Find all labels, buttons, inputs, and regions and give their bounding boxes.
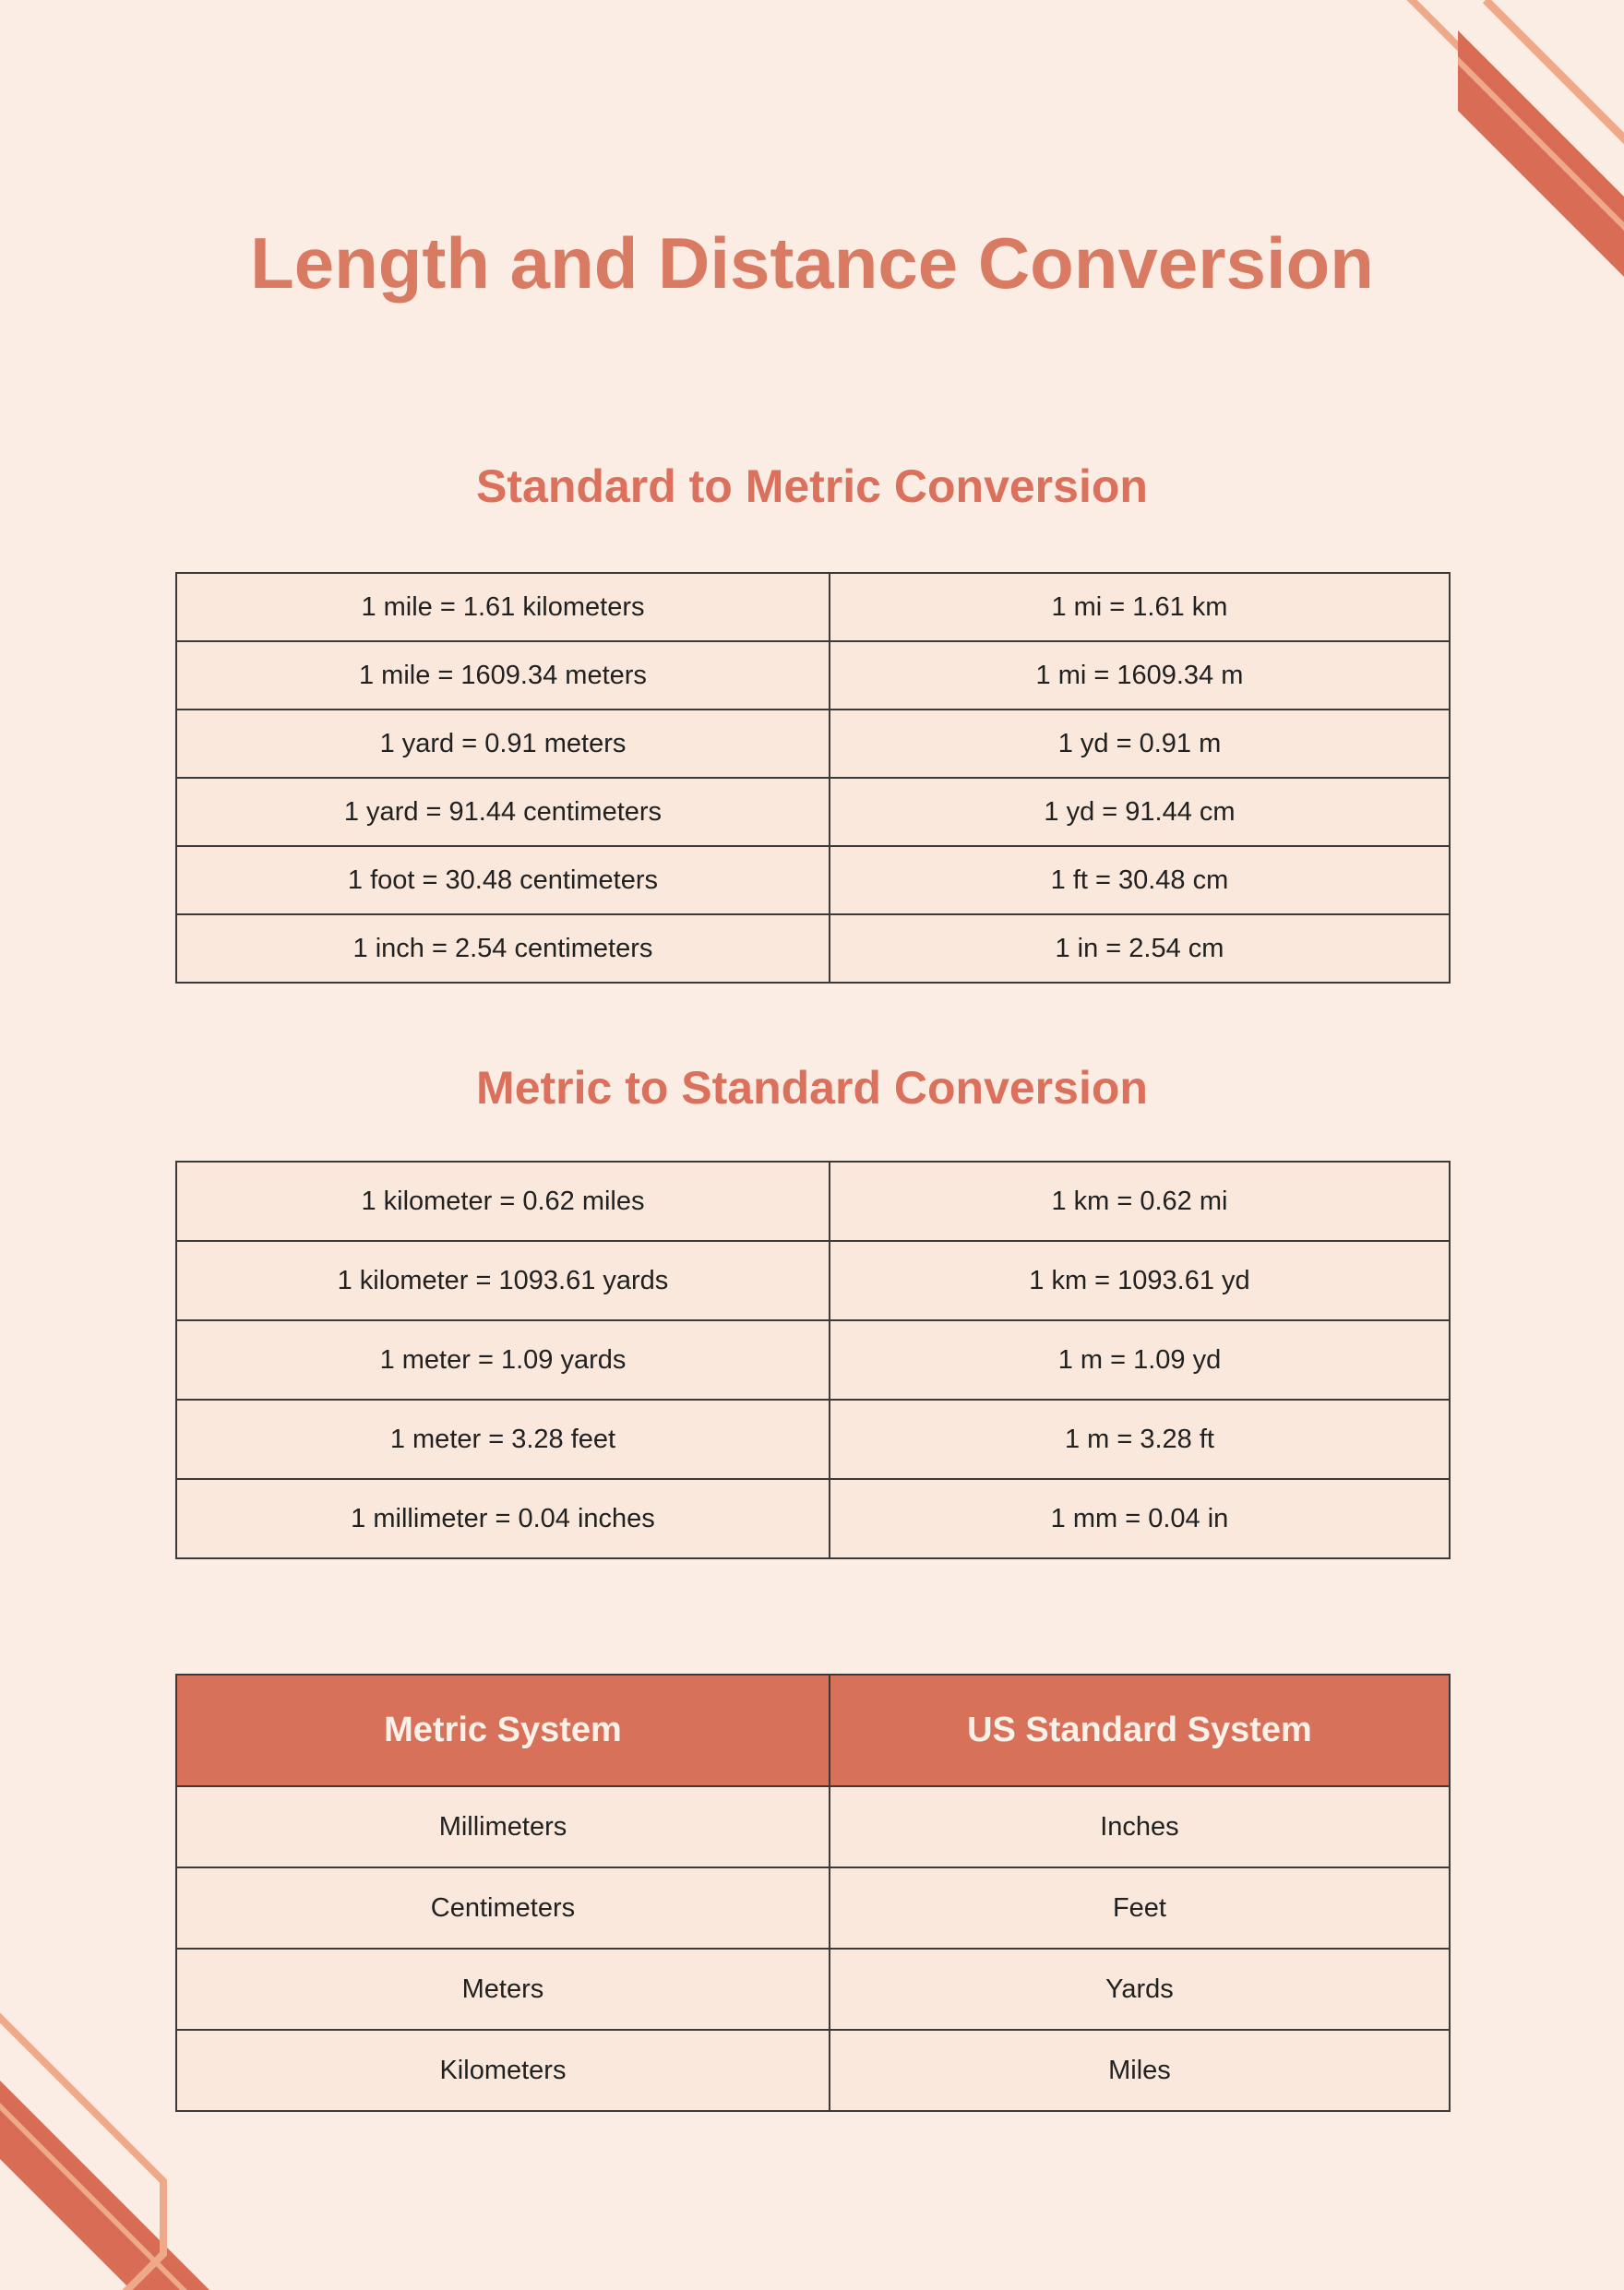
table-row: 1 millimeter = 0.04 inches 1 mm = 0.04 i…: [175, 1478, 1451, 1559]
table-row: 1 yard = 0.91 meters 1 yd = 0.91 m: [175, 709, 1451, 779]
conversion-cell-long: 1 kilometer = 0.62 miles: [175, 1161, 830, 1242]
top-right-ribbon: [1406, 0, 1624, 277]
page-title: Length and Distance Conversion: [250, 222, 1374, 304]
us-unit-cell: Feet: [828, 1867, 1451, 1950]
us-unit-cell: Yards: [828, 1948, 1451, 2031]
conversion-cell-abbr: 1 mi = 1.61 km: [828, 572, 1451, 642]
bottom-left-bent-line: [0, 2012, 167, 2290]
bottom-left-ribbon-band: [0, 2081, 209, 2290]
metric-unit-cell: Centimeters: [175, 1867, 830, 1950]
top-right-ribbon-stripe: [1458, 56, 1624, 231]
conversion-cell-abbr: 1 m = 3.28 ft: [828, 1399, 1451, 1480]
table-row: 1 yard = 91.44 centimeters 1 yd = 91.44 …: [175, 777, 1451, 847]
conversion-cell-abbr: 1 ft = 30.48 cm: [828, 845, 1451, 915]
table-row: Meters Yards: [175, 1948, 1451, 2031]
conversion-cell-long: 1 yard = 0.91 meters: [175, 709, 830, 779]
conversion-cell-abbr: 1 mm = 0.04 in: [828, 1478, 1451, 1559]
conversion-cell-abbr: 1 m = 1.09 yd: [828, 1319, 1451, 1401]
conversion-cell-abbr: 1 mi = 1609.34 m: [828, 640, 1451, 710]
metric-unit-cell: Meters: [175, 1948, 830, 2031]
bottom-left-ribbon-stripe: [0, 2103, 187, 2290]
conversion-cell-long: 1 kilometer = 1093.61 yards: [175, 1240, 830, 1321]
table-row: 1 inch = 2.54 centimeters 1 in = 2.54 cm: [175, 913, 1451, 984]
conversion-cell-long: 1 mile = 1.61 kilometers: [175, 572, 830, 642]
conversion-cell-long: 1 meter = 1.09 yards: [175, 1319, 830, 1401]
metric-to-standard-table: 1 kilometer = 0.62 miles 1 km = 0.62 mi …: [175, 1161, 1451, 1559]
conversion-cell-long: 1 meter = 3.28 feet: [175, 1399, 830, 1480]
metric-unit-cell: Kilometers: [175, 2029, 830, 2112]
table-row: 1 mile = 1609.34 meters 1 mi = 1609.34 m: [175, 640, 1451, 710]
conversion-cell-abbr: 1 km = 0.62 mi: [828, 1161, 1451, 1242]
metric-unit-cell: Millimeters: [175, 1785, 830, 1868]
table-row: 1 meter = 3.28 feet 1 m = 3.28 ft: [175, 1399, 1451, 1480]
top-right-thin-line-inner: [1406, 0, 1624, 218]
conversion-cell-long: 1 yard = 91.44 centimeters: [175, 777, 830, 847]
us-unit-cell: Miles: [828, 2029, 1451, 2112]
table-header-row: Metric System US Standard System: [175, 1674, 1451, 1787]
conversion-cell-abbr: 1 yd = 0.91 m: [828, 709, 1451, 779]
conversion-cell-long: 1 inch = 2.54 centimeters: [175, 913, 830, 984]
conversion-cell-long: 1 foot = 30.48 centimeters: [175, 845, 830, 915]
table-row: Millimeters Inches: [175, 1785, 1451, 1868]
table-row: 1 meter = 1.09 yards 1 m = 1.09 yd: [175, 1319, 1451, 1401]
section-heading-standard-to-metric: Standard to Metric Conversion: [476, 460, 1148, 512]
conversion-cell-long: 1 mile = 1609.34 meters: [175, 640, 830, 710]
header-metric-system: Metric System: [175, 1674, 830, 1787]
table-row: Kilometers Miles: [175, 2029, 1451, 2112]
systems-comparison-table: Metric System US Standard System Millime…: [175, 1674, 1451, 2112]
table-row: 1 kilometer = 1093.61 yards 1 km = 1093.…: [175, 1240, 1451, 1321]
section-heading-metric-to-standard: Metric to Standard Conversion: [476, 1062, 1148, 1114]
table-row: 1 foot = 30.48 centimeters 1 ft = 30.48 …: [175, 845, 1451, 915]
table-row: 1 kilometer = 0.62 miles 1 km = 0.62 mi: [175, 1161, 1451, 1242]
conversion-cell-abbr: 1 km = 1093.61 yd: [828, 1240, 1451, 1321]
conversion-cell-abbr: 1 in = 2.54 cm: [828, 913, 1451, 984]
conversion-cell-abbr: 1 yd = 91.44 cm: [828, 777, 1451, 847]
top-right-thin-line-outer: [1482, 0, 1624, 145]
conversion-cell-long: 1 millimeter = 0.04 inches: [175, 1478, 830, 1559]
header-us-standard-system: US Standard System: [828, 1674, 1451, 1787]
table-row: Centimeters Feet: [175, 1867, 1451, 1950]
us-unit-cell: Inches: [828, 1785, 1451, 1868]
table-row: 1 mile = 1.61 kilometers 1 mi = 1.61 km: [175, 572, 1451, 642]
standard-to-metric-table: 1 mile = 1.61 kilometers 1 mi = 1.61 km …: [175, 572, 1451, 984]
